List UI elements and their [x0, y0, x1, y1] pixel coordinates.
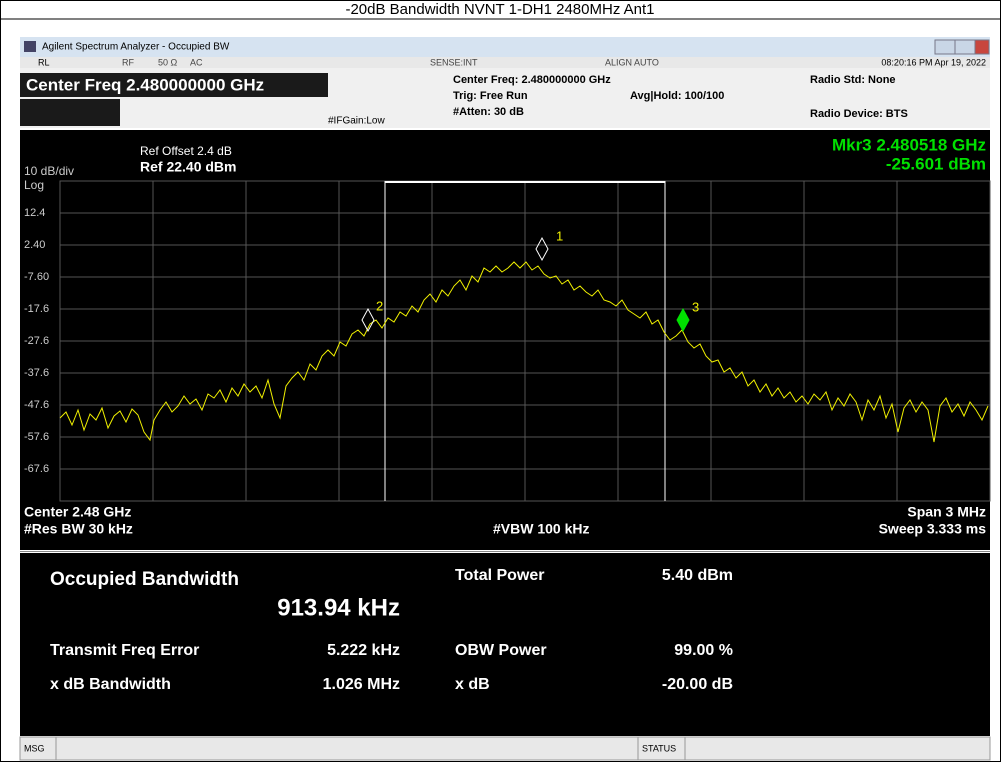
status: STATUS	[642, 743, 676, 753]
minimize-button[interactable]	[934, 39, 956, 55]
coupling: AC	[190, 57, 203, 67]
res-bw: #Res BW 30 kHz	[24, 521, 133, 537]
total-power-label: Total Power	[455, 567, 545, 584]
marker-level: -25.601 dBm	[886, 154, 986, 173]
softkey-box	[20, 99, 120, 126]
radio-device: Radio Device: BTS	[810, 108, 908, 120]
marker-readout: Mkr3 2.480518 GHz	[832, 135, 986, 154]
y-label: 2.40	[24, 239, 45, 251]
y-label: -17.6	[24, 303, 49, 315]
y-label: -27.6	[24, 335, 49, 347]
y-label: -47.6	[24, 399, 49, 411]
msg: MSG	[24, 743, 45, 753]
ref-offset: Ref Offset 2.4 dB	[140, 144, 232, 158]
vbw: #VBW 100 kHz	[493, 521, 589, 537]
obw-value: 913.94 kHz	[277, 594, 400, 621]
status-row	[20, 57, 990, 68]
center-freq: Center Freq: 2.480000000 GHz	[453, 74, 611, 86]
xdb-bw-label: x dB Bandwidth	[50, 676, 171, 693]
obw-power: 99.00 %	[674, 642, 733, 659]
marker-3-label: 3	[692, 299, 699, 314]
y-labels: 12.4 2.40 -7.60 -17.6 -27.6 -37.6 -47.6 -57.6 -6…	[24, 207, 49, 475]
obw-label: Occupied Bandwidth	[50, 569, 239, 590]
center-freq-box	[20, 73, 328, 97]
rl: RL	[38, 57, 50, 67]
impedance: 50 Ω	[158, 57, 178, 67]
span: Span 3 MHz	[907, 504, 986, 520]
center-freq-big: Center Freq 2.480000000 GHz	[26, 75, 264, 94]
y-label: -37.6	[24, 367, 49, 379]
app-icon	[24, 41, 36, 52]
status-bar	[19, 736, 991, 761]
close-button[interactable]	[974, 39, 990, 55]
avg-hold: Avg|Hold: 100/100	[630, 90, 724, 102]
trig: Trig: Free Run	[453, 90, 528, 102]
trace	[59, 261, 989, 443]
atten: #Atten: 30 dB	[453, 106, 524, 118]
window-title: Agilent Spectrum Analyzer - Occupied BW	[42, 42, 230, 53]
window-titlebar	[20, 37, 990, 57]
center: Center 2.48 GHz	[24, 504, 131, 520]
y-label: -57.6	[24, 431, 49, 443]
page-title: -20dB Bandwidth NVNT 1-DH1 2480MHz Ant1	[345, 1, 654, 18]
rf: RF	[122, 57, 134, 67]
total-power: 5.40 dBm	[662, 567, 733, 584]
datetime: 08:20:16 PM Apr 19, 2022	[881, 57, 986, 67]
xdb: -20.00 dB	[662, 676, 733, 693]
marker-2-label: 2	[376, 298, 383, 313]
maximize-button[interactable]	[954, 39, 976, 55]
marker-2	[361, 307, 375, 333]
results-panel	[20, 553, 990, 736]
marker-1-label: 1	[556, 228, 563, 243]
xdb-label: x dB	[455, 676, 490, 693]
radio-std: Radio Std: None	[810, 74, 896, 86]
obw-power-label: OBW Power	[455, 642, 547, 659]
y-label: -7.60	[24, 271, 49, 283]
sweep: Sweep 3.333 ms	[879, 521, 987, 537]
marker-3	[676, 307, 690, 333]
sense: SENSE:INT	[430, 57, 478, 67]
plot-area	[20, 130, 990, 550]
align: ALIGN AUTO	[605, 57, 659, 67]
xdb-bw: 1.026 MHz	[323, 676, 400, 693]
marker-1	[535, 236, 549, 262]
tfe: 5.222 kHz	[327, 642, 400, 659]
tfe-label: Transmit Freq Error	[50, 642, 199, 659]
ref-level: Ref 22.40 dBm	[140, 159, 236, 175]
y-label: -67.6	[24, 463, 49, 475]
scale: 10 dB/div	[24, 164, 74, 178]
ifgain: #IFGain:Low	[328, 116, 385, 127]
y-label: 12.4	[24, 207, 45, 219]
log-label: Log	[24, 178, 44, 192]
